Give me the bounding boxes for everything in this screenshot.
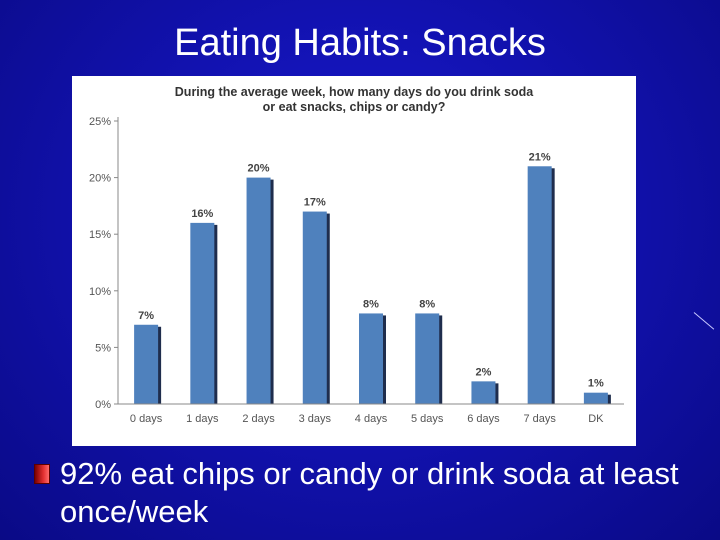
data-label: 17% — [304, 197, 326, 209]
data-label: 7% — [138, 310, 154, 322]
y-tick-label: 0% — [95, 399, 111, 411]
data-label: 21% — [529, 151, 551, 163]
data-label: 1% — [588, 378, 604, 390]
bar — [359, 313, 383, 404]
bar — [471, 381, 496, 404]
bar — [246, 177, 271, 404]
bar — [190, 222, 215, 404]
bar — [527, 166, 552, 404]
data-label: 2% — [475, 366, 491, 378]
chart-title-line: or eat snacks, chips or candy? — [263, 100, 446, 114]
chart-title-line: During the average week, how many days d… — [175, 85, 534, 99]
x-tick-label: DK — [588, 413, 604, 425]
bullet-text: 92% eat chips or candy or drink soda at … — [60, 456, 679, 529]
decorative-line — [693, 312, 715, 330]
data-label: 8% — [419, 298, 435, 310]
x-tick-label: 0 days — [130, 413, 163, 425]
y-tick-label: 15% — [89, 229, 111, 241]
slide-title: Eating Habits: Snacks — [174, 22, 546, 64]
y-tick-label: 20% — [89, 173, 111, 185]
x-tick-label: 7 days — [523, 413, 556, 425]
data-label: 16% — [191, 208, 213, 220]
data-label: 8% — [363, 298, 379, 310]
bar — [583, 392, 608, 404]
x-tick-label: 5 days — [411, 413, 444, 425]
chart-panel: During the average week, how many days d… — [72, 76, 636, 446]
x-tick-label: 3 days — [299, 413, 332, 425]
y-tick-label: 5% — [95, 342, 111, 354]
bar-chart: During the average week, how many days d… — [89, 85, 624, 425]
bar — [302, 211, 327, 404]
bullet-marker-icon — [34, 464, 50, 484]
x-tick-label: 2 days — [242, 413, 275, 425]
y-tick-label: 25% — [89, 116, 111, 128]
x-tick-label: 4 days — [355, 413, 388, 425]
data-label: 20% — [248, 163, 270, 175]
x-tick-label: 6 days — [467, 413, 500, 425]
bar — [134, 324, 159, 404]
y-tick-label: 10% — [89, 286, 111, 298]
bar — [415, 313, 440, 404]
x-tick-label: 1 days — [186, 413, 219, 425]
